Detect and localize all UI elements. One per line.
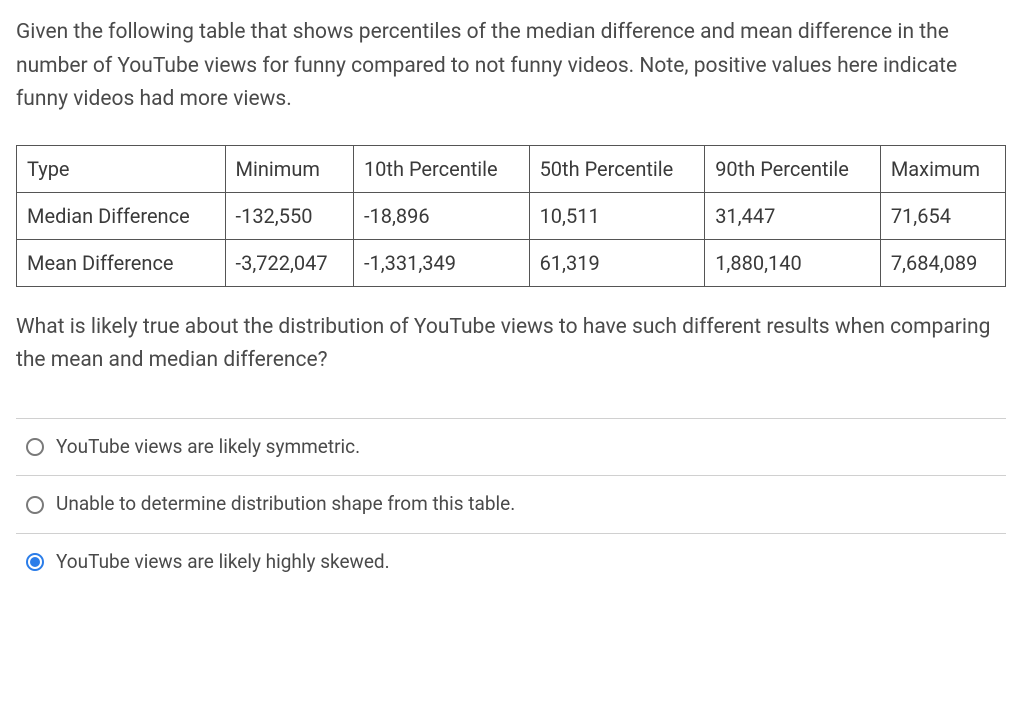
table-row: Median Difference -132,550 -18,896 10,51…	[17, 192, 1006, 239]
table-cell: -3,722,047	[225, 239, 353, 286]
radio-icon	[26, 438, 44, 456]
table-header-row: Type Minimum 10th Percentile 50th Percen…	[17, 145, 1006, 192]
table-header-cell: Type	[17, 145, 226, 192]
table-cell: Median Difference	[17, 192, 226, 239]
table-header-cell: Minimum	[225, 145, 353, 192]
table-cell: 61,319	[529, 239, 705, 286]
table-cell: 1,880,140	[705, 239, 881, 286]
option-label: YouTube views are likely symmetric.	[56, 433, 360, 462]
option-skewed[interactable]: YouTube views are likely highly skewed.	[16, 533, 1006, 591]
option-unable[interactable]: Unable to determine distribution shape f…	[16, 475, 1006, 533]
table-header-cell: Maximum	[880, 145, 1005, 192]
table-cell: 7,684,089	[880, 239, 1005, 286]
table-header-cell: 90th Percentile	[705, 145, 881, 192]
options-group: YouTube views are likely symmetric. Unab…	[16, 418, 1006, 591]
table-cell: 31,447	[705, 192, 881, 239]
table-cell: -132,550	[225, 192, 353, 239]
question-followup: What is likely true about the distributi…	[16, 311, 1006, 378]
table-cell: 10,511	[529, 192, 705, 239]
table-cell: -1,331,349	[353, 239, 529, 286]
table-header-cell: 10th Percentile	[353, 145, 529, 192]
radio-icon	[26, 496, 44, 514]
option-symmetric[interactable]: YouTube views are likely symmetric.	[16, 418, 1006, 476]
option-label: Unable to determine distribution shape f…	[56, 490, 515, 519]
table-cell: 71,654	[880, 192, 1005, 239]
table-header-cell: 50th Percentile	[529, 145, 705, 192]
percentile-table: Type Minimum 10th Percentile 50th Percen…	[16, 145, 1006, 287]
question-intro: Given the following table that shows per…	[16, 16, 1006, 117]
table-cell: -18,896	[353, 192, 529, 239]
option-label: YouTube views are likely highly skewed.	[56, 548, 390, 577]
table-cell: Mean Difference	[17, 239, 226, 286]
radio-icon	[26, 553, 44, 571]
table-row: Mean Difference -3,722,047 -1,331,349 61…	[17, 239, 1006, 286]
